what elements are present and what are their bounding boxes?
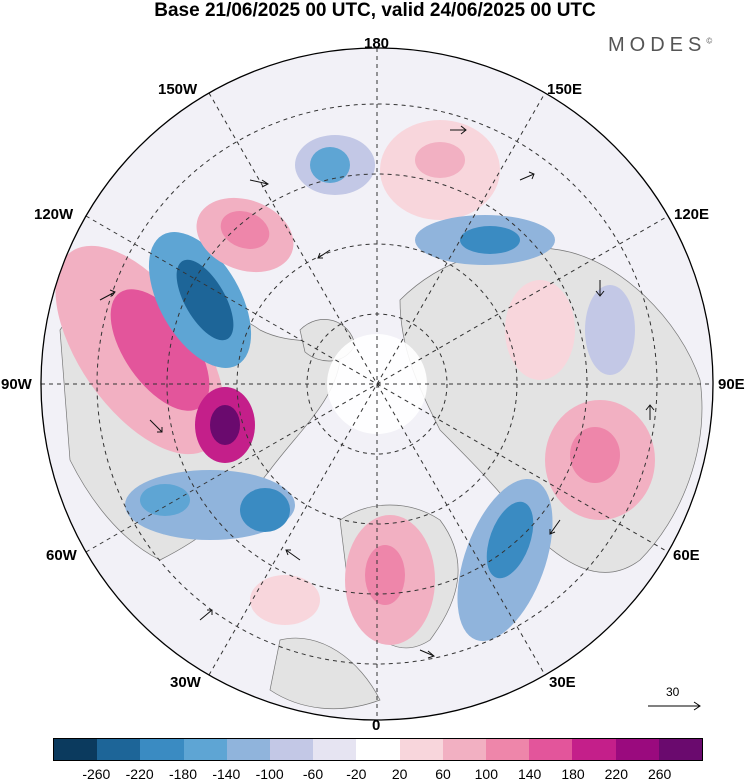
lon-label-120e: 120E bbox=[674, 206, 710, 223]
colorbar-tick-label: -60 bbox=[302, 766, 324, 782]
reference-vector-label: 30 bbox=[666, 685, 680, 699]
anomaly-field bbox=[55, 120, 655, 645]
map-border bbox=[40, 47, 714, 721]
colorbar-tick-label: 60 bbox=[435, 766, 451, 782]
colorbar-swatch bbox=[270, 739, 314, 760]
colorbar-swatch bbox=[226, 739, 271, 760]
colorbar-swatch bbox=[97, 739, 141, 760]
colorbar-swatch bbox=[356, 739, 400, 760]
colorbar-swatch bbox=[529, 739, 573, 760]
colorbar-tick-label: -220 bbox=[125, 766, 154, 782]
lon-label-0: 0 bbox=[372, 717, 381, 734]
brand-logo: MODES© bbox=[608, 34, 713, 56]
colorbar-swatch bbox=[572, 739, 616, 760]
colorbar-swatch bbox=[140, 739, 184, 760]
colorbar-tick-label: -140 bbox=[212, 766, 241, 782]
reference-vector bbox=[648, 701, 701, 711]
lon-label-90e: 90E bbox=[718, 376, 745, 393]
colorbar-swatch bbox=[442, 739, 487, 760]
colorbar bbox=[53, 738, 703, 761]
colorbar-tick-label: 20 bbox=[391, 766, 408, 782]
colorbar-tick-label: 140 bbox=[517, 766, 542, 782]
colorbar-swatch bbox=[486, 739, 530, 760]
lon-label-150e: 150E bbox=[547, 81, 583, 98]
colorbar-swatch bbox=[54, 739, 98, 760]
map-title: Base 21/06/2025 00 UTC, valid 24/06/2025… bbox=[154, 0, 596, 21]
colorbar-tick-label: 100 bbox=[474, 766, 499, 782]
lon-label-180: 180 bbox=[364, 35, 390, 52]
colorbar-tick-label: 220 bbox=[604, 766, 629, 782]
graticule bbox=[41, 48, 713, 720]
colorbar-tick-label: -20 bbox=[346, 766, 367, 782]
wind-vectors bbox=[99, 125, 655, 659]
lon-label-60e: 60E bbox=[673, 547, 700, 564]
lon-label-30w: 30W bbox=[170, 674, 201, 691]
colorbar-tick-label: -260 bbox=[82, 766, 111, 782]
lon-label-90w: 90W bbox=[1, 376, 32, 393]
map-disc bbox=[41, 48, 713, 720]
lon-label-60w: 60W bbox=[46, 547, 77, 564]
colorbar-swatch bbox=[183, 739, 227, 760]
colorbar-tick-label: -180 bbox=[168, 766, 198, 782]
colorbar-swatch bbox=[658, 739, 703, 760]
lon-label-30e: 30E bbox=[549, 674, 576, 691]
colorbar-tick-label: 260 bbox=[647, 766, 672, 782]
colorbar-swatch bbox=[399, 739, 443, 760]
colorbar-tick-label: 180 bbox=[561, 766, 585, 782]
colorbar-swatch bbox=[615, 739, 659, 760]
colorbar-swatch bbox=[313, 739, 357, 760]
colorbar-tick-label: -100 bbox=[255, 766, 284, 782]
lon-label-120w: 120W bbox=[34, 206, 74, 223]
lon-label-150w: 150W bbox=[158, 81, 198, 98]
